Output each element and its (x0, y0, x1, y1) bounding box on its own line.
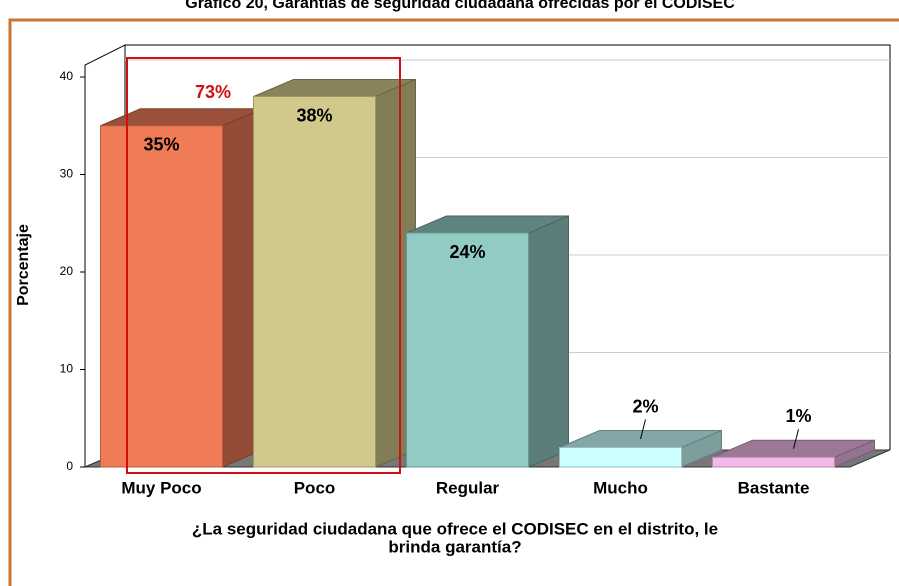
value-label: 2% (632, 396, 658, 416)
value-label: 38% (296, 105, 332, 125)
x-tick-label: Muy Poco (121, 478, 201, 497)
x-axis-label: ¿La seguridad ciudadana que ofrece el CO… (192, 519, 718, 538)
bar (406, 232, 529, 468)
y-axis-label: Porcentaje (15, 224, 32, 306)
bar (253, 96, 376, 468)
frame (8, 18, 899, 586)
highlight-box (126, 57, 401, 474)
x-axis-label: brinda garantía? (388, 537, 521, 556)
bar (712, 456, 835, 468)
chart-title: Gráfico 20, Garantías de seguridad ciuda… (185, 0, 735, 12)
y-tick-label: 0 (66, 459, 73, 473)
x-tick-label: Bastante (738, 478, 810, 497)
annotation: 73% (195, 82, 231, 102)
x-tick-label: Mucho (593, 478, 648, 497)
value-label: 1% (785, 406, 811, 426)
bar (100, 125, 223, 468)
y-tick-label: 40 (60, 69, 74, 83)
y-tick-label: 20 (60, 264, 74, 278)
value-label: 24% (449, 242, 485, 262)
y-tick-label: 10 (60, 362, 74, 376)
y-tick-label: 30 (60, 167, 74, 181)
value-label: 35% (143, 135, 179, 155)
bar (559, 447, 682, 468)
label-leader (793, 429, 799, 449)
bar-side (528, 215, 569, 468)
x-tick-label: Poco (294, 478, 336, 497)
label-leader (640, 419, 646, 440)
x-tick-label: Regular (436, 478, 500, 497)
